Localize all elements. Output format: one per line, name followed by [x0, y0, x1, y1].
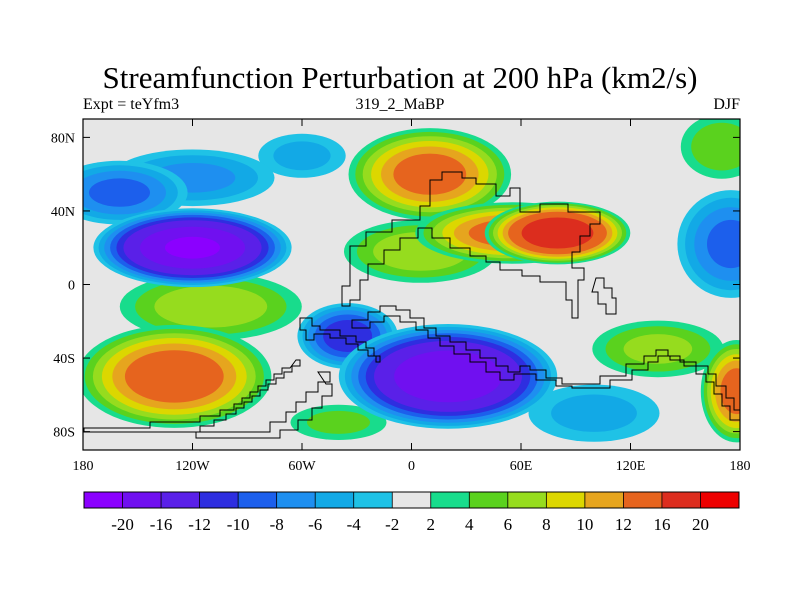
coastline-south-asia	[591, 277, 617, 315]
axes: 180 120W 60W 0 60E 120E 180 80N 40N 0 40S 80S	[51, 119, 751, 474]
coastline-central-america	[299, 317, 381, 363]
colorbar-label: 16	[653, 515, 670, 534]
coastline-outline	[83, 171, 740, 439]
contour-level	[551, 394, 637, 432]
colorbar-swatch	[353, 492, 393, 508]
chart-title: Streamfunction Perturbation at 200 hPa (…	[102, 60, 698, 95]
x-tick-label: 180	[73, 459, 94, 474]
colorbar-swatch	[584, 492, 624, 508]
contour-level	[307, 410, 370, 434]
colorbar-swatch	[661, 492, 701, 508]
contour-level	[720, 368, 740, 415]
colorbar: -20 -16 -12 -10 -8 -6 -4 -2 2 4 6 8 10 12 16 20	[83, 491, 740, 534]
colorbar-frame	[83, 491, 740, 509]
y-tick-label: 40S	[53, 352, 75, 367]
colorbar-swatch	[84, 492, 123, 508]
colorbar-label: 12	[615, 515, 632, 534]
contour-level	[393, 153, 467, 195]
contour-level	[394, 350, 502, 403]
colorbar-label: -4	[347, 515, 362, 534]
colorbar-swatch	[238, 492, 277, 508]
colorbar-swatch	[507, 492, 547, 508]
colorbar-swatch	[546, 492, 586, 508]
colorbar-label: 4	[465, 515, 474, 534]
colorbar-label: -10	[227, 515, 250, 534]
x-tick-label: 180	[730, 459, 751, 474]
colorbar-label: -20	[111, 515, 134, 534]
x-tick-label: 120W	[175, 459, 210, 474]
x-tick-label: 60W	[288, 459, 316, 474]
coastline-south-america-inner	[195, 371, 333, 439]
contour-level	[691, 122, 740, 171]
colorbar-swatch	[469, 492, 509, 508]
contour-level	[165, 236, 220, 259]
colorbar-label: 20	[692, 515, 709, 534]
colorbar-label: 6	[504, 515, 513, 534]
x-tick-label: 120E	[616, 459, 646, 474]
colorbar-swatch	[700, 492, 740, 508]
colorbar-label: 8	[542, 515, 551, 534]
colorbar-label: 10	[576, 515, 593, 534]
contour-level	[124, 350, 224, 403]
coastline-africa-south	[351, 305, 697, 389]
colorbar-swatch	[430, 492, 470, 508]
colorbar-label: -6	[308, 515, 322, 534]
contour-level	[707, 219, 740, 269]
colorbar-swatch	[161, 492, 200, 508]
colorbar-swatch	[623, 492, 663, 508]
y-tick-label: 80N	[51, 131, 75, 146]
contour-field	[83, 119, 740, 443]
colorbar-swatch	[392, 492, 432, 508]
case-label: 319_2_MaBP	[355, 96, 445, 113]
contour-level	[89, 178, 150, 207]
coastline-australia	[695, 365, 740, 421]
colorbar-label: -12	[188, 515, 211, 534]
colorbar-label: -2	[385, 515, 399, 534]
colorbar-label: -8	[270, 515, 284, 534]
season-label: DJF	[713, 96, 740, 113]
contour-level	[273, 141, 331, 171]
y-tick-label: 40N	[51, 205, 75, 220]
colorbar-swatch	[276, 492, 316, 508]
contour-level	[154, 285, 268, 328]
experiment-label: Expt = teYfm3	[83, 96, 180, 113]
x-tick-label: 60E	[510, 459, 533, 474]
x-tick-label: 0	[408, 459, 415, 474]
coastline-africa-europe	[341, 171, 601, 319]
colorbar-label: -16	[150, 515, 173, 534]
colorbar-swatch	[122, 492, 162, 508]
y-tick-label: 0	[68, 279, 75, 294]
contour-level	[521, 217, 594, 249]
colorbar-label: 2	[427, 515, 436, 534]
colorbar-swatch	[315, 492, 355, 508]
y-tick-label: 80S	[53, 426, 75, 441]
colorbar-swatch	[199, 492, 239, 508]
